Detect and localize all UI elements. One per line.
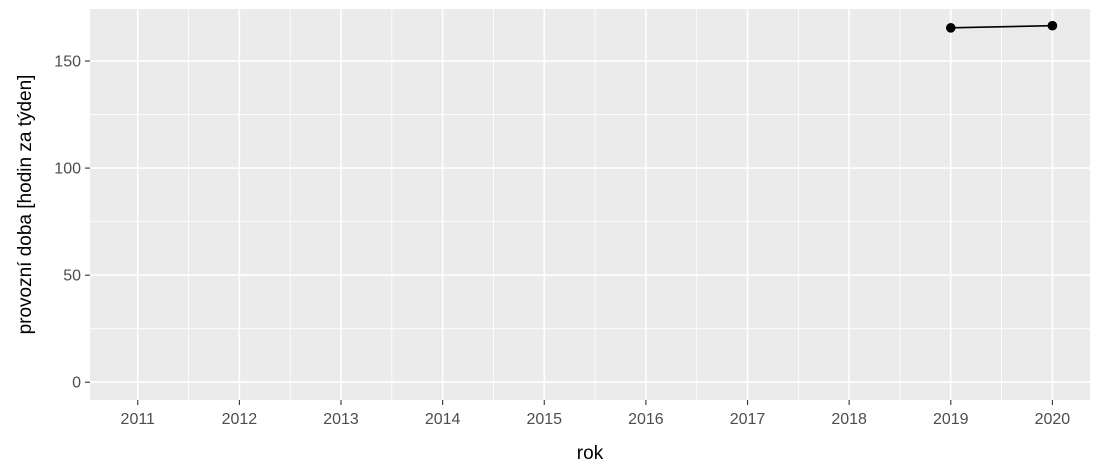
- y-tick-label: 50: [63, 268, 81, 285]
- minor-gridlines-x: [188, 9, 1002, 400]
- major-gridlines-y: [90, 60, 1090, 384]
- major-gridlines-x: [136, 9, 1054, 400]
- y-tick-label: 100: [54, 161, 81, 178]
- x-tick-label: 2014: [425, 411, 461, 428]
- x-tick-label: 2017: [730, 411, 766, 428]
- series-line: [950, 24, 1053, 29]
- x-tick-label: 2020: [1035, 411, 1071, 428]
- data-point: [945, 23, 956, 33]
- series-layer: [945, 20, 1058, 33]
- y-tick-label: 150: [54, 54, 81, 71]
- x-tick-label: 2011: [121, 411, 156, 428]
- plot-panel: [90, 9, 1090, 400]
- x-tick-label: 2019: [933, 411, 969, 428]
- y-axis: 0 50 100 150: [54, 54, 90, 392]
- minor-gridlines-y: [90, 114, 1090, 330]
- x-tick-label: 2012: [222, 411, 258, 428]
- y-axis-title: provozní doba [hodin za týden]: [15, 75, 36, 335]
- x-tick-label: 2016: [628, 411, 664, 428]
- x-tick-label: 2013: [323, 411, 359, 428]
- x-axis: 2011 2012 2013 2014 2015 2016 2017 2018 2019 2020: [121, 400, 1071, 428]
- y-tick-label: 0: [72, 375, 81, 392]
- x-tick-label: 2015: [526, 411, 562, 428]
- x-tick-label: 2018: [831, 411, 867, 428]
- data-point: [1047, 20, 1058, 31]
- x-axis-title: rok: [577, 443, 604, 463]
